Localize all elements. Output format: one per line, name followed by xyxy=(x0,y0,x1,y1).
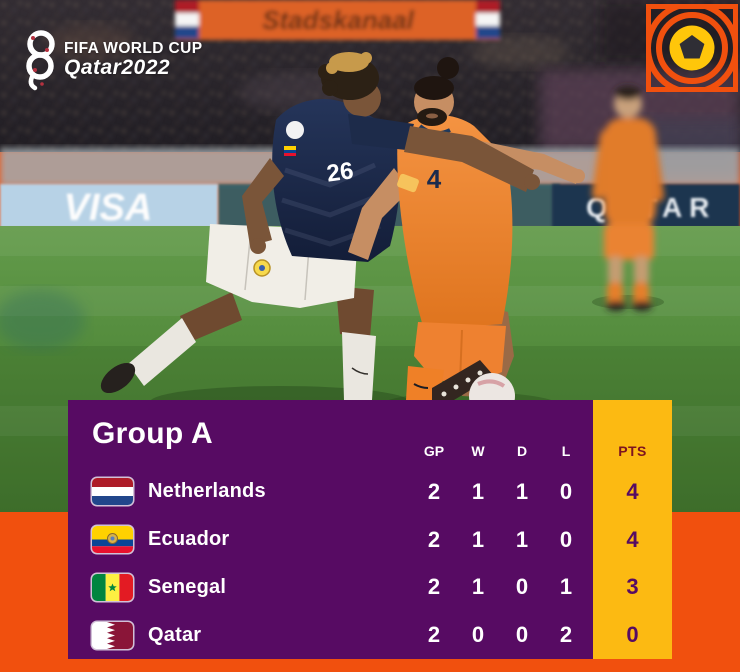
banner-text: Stadskanaal xyxy=(262,5,415,35)
gp-value: 2 xyxy=(427,526,441,552)
gp-value: 2 xyxy=(427,478,441,504)
group-title: Group A xyxy=(92,417,213,450)
d-value: 1 xyxy=(515,478,529,504)
w-value: 0 xyxy=(471,622,485,648)
pts-value: 4 xyxy=(593,468,672,516)
team-name: Netherlands xyxy=(148,480,266,503)
team-name: Senegal xyxy=(148,575,227,598)
l-value: 0 xyxy=(559,478,573,504)
team-name: Qatar xyxy=(148,623,202,646)
pts-value: 3 xyxy=(593,563,672,612)
group-standings-table: Group A GP W D L PTS Netherlands 2 1 1 0 xyxy=(68,400,672,659)
background-player xyxy=(591,86,665,311)
column-w: W xyxy=(471,443,485,459)
l-value: 0 xyxy=(559,526,573,552)
column-gp: GP xyxy=(423,443,445,459)
pts-value: 4 xyxy=(593,515,672,564)
captain-armband xyxy=(397,173,419,193)
column-pts: PTS xyxy=(593,400,672,468)
tournament-emblem-icon xyxy=(26,30,55,91)
netherlands-flag-icon xyxy=(92,478,133,506)
d-value: 0 xyxy=(515,622,529,648)
table-row-senegal: Senegal 2 1 0 1 3 xyxy=(68,563,672,612)
edition-wordmark: Qatar2022 xyxy=(64,56,171,80)
competition-name: FIFA WORLD CUP xyxy=(64,40,203,57)
ecuador-shirt-number: 26 xyxy=(325,157,355,187)
top-banner: Stadskanaal xyxy=(175,0,500,40)
d-value: 0 xyxy=(515,574,529,600)
senegal-flag-icon xyxy=(92,573,133,601)
fifa-world-cup-logo: FIFA WORLD CUP Qatar2022 xyxy=(22,20,203,94)
l-value: 1 xyxy=(559,574,573,600)
player-ecuador-arm xyxy=(348,114,540,192)
d-value: 1 xyxy=(515,526,529,552)
w-value: 1 xyxy=(471,574,485,600)
w-value: 1 xyxy=(471,478,485,504)
pts-value: 0 xyxy=(593,611,672,659)
table-header: Group A GP W D L PTS xyxy=(68,400,672,468)
visa-board-text: VISA xyxy=(64,187,153,229)
team-name: Ecuador xyxy=(148,528,230,551)
column-l: L xyxy=(561,443,571,459)
table-row-netherlands: Netherlands 2 1 1 0 4 xyxy=(68,468,672,516)
column-d: D xyxy=(516,443,528,459)
qatar-flag-icon xyxy=(92,621,133,649)
w-value: 1 xyxy=(471,526,485,552)
netherlands-shirt-number: 4 xyxy=(427,164,442,194)
gp-value: 2 xyxy=(427,622,441,648)
photo-scene: Stadskanaal VISA QATAR xyxy=(0,0,740,512)
gp-value: 2 xyxy=(427,574,441,600)
football-pentagon-icon xyxy=(646,4,738,92)
table-row-qatar: Qatar 2 0 0 2 0 xyxy=(68,611,672,659)
ecuador-flag-icon xyxy=(92,526,133,554)
match-photo: Stadskanaal VISA QATAR xyxy=(0,0,740,512)
table-row-ecuador: Ecuador 2 1 1 0 4 xyxy=(68,515,672,564)
sleeve-badge-icon xyxy=(286,121,304,139)
l-value: 2 xyxy=(559,622,573,648)
